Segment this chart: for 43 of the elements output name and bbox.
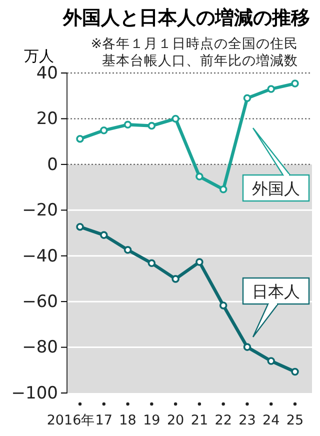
series-label: 日本人 (252, 282, 300, 301)
point (219, 302, 228, 310)
x-tick-label: 21 (190, 412, 208, 429)
x-tick-label: 22 (214, 412, 232, 429)
y-axis-title: 万人 (24, 47, 54, 65)
point (196, 172, 204, 180)
chart-subtitle: ※各年１月１日時点の全国の住民基本台帳人口、前年比の増減数 (90, 36, 298, 69)
point (100, 126, 108, 134)
point (291, 80, 299, 88)
legend-label: 外国人 (252, 179, 300, 198)
point (124, 120, 132, 129)
y-tick-label: −60 (22, 292, 58, 312)
point (148, 259, 156, 268)
point (172, 275, 180, 283)
point (148, 122, 156, 130)
point (100, 231, 108, 239)
y-tick-label: −20 (22, 200, 58, 221)
y-tick-label: −40 (22, 246, 58, 266)
y-tick-label: 20 (36, 109, 58, 130)
x-tick-label: 24 (262, 412, 280, 429)
x-tick-label: 20 (166, 412, 184, 429)
chart-title: 外国人と日本人の増減の推移 (62, 7, 310, 29)
x-tick-label: 23 (238, 412, 256, 429)
y-tick-label: −100 (11, 383, 58, 404)
x-tick-label: 2016年 (46, 412, 96, 429)
point (219, 185, 228, 194)
point (243, 94, 252, 102)
point (76, 222, 84, 231)
y-tick-label: −80 (22, 338, 58, 358)
point (172, 114, 180, 123)
point (267, 85, 275, 93)
point (243, 343, 252, 351)
y-tick-label: 0 (47, 154, 58, 175)
x-tick-label: 17 (95, 412, 112, 429)
x-tick-label: 18 (119, 412, 136, 429)
point (124, 246, 132, 254)
x-tick-label: 19 (143, 412, 160, 429)
point (196, 258, 204, 266)
x-tick-label: 25 (286, 412, 304, 429)
point (291, 368, 299, 376)
point (76, 134, 84, 143)
point (267, 357, 275, 365)
y-tick-label: 40 (36, 63, 58, 84)
